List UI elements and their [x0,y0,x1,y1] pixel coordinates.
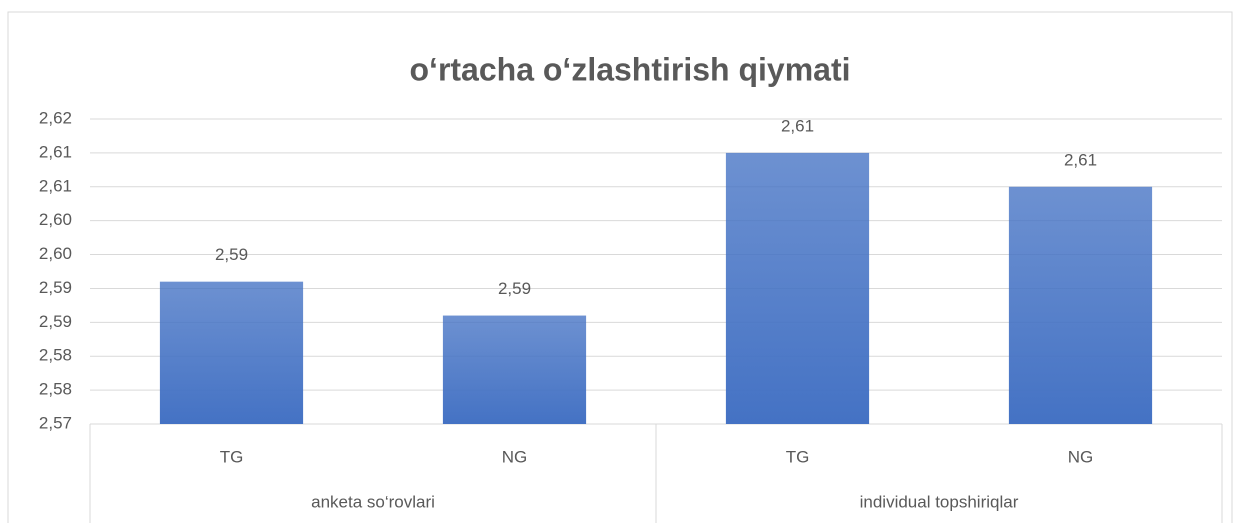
x-tick-label: TG [786,447,810,466]
x-tick-label: NG [502,447,528,466]
y-tick-label: 2,61 [39,142,72,161]
y-tick-label: 2,58 [39,346,72,365]
data-label: 2,59 [498,279,531,298]
group-label: individual topshiriqlar [860,492,1019,511]
y-tick-label: 2,60 [39,210,72,229]
y-tick-label: 2,58 [39,380,72,399]
bar [442,315,587,424]
data-label: 2,61 [781,116,814,135]
chart-title: o‘rtacha o‘zlashtirish qiymati [410,51,851,87]
bar [725,152,870,424]
bar [159,281,304,424]
data-label: 2,59 [215,245,248,264]
group-label: anketa so‘rovlari [311,492,435,511]
y-tick-label: 2,59 [39,278,72,297]
data-label: 2,61 [1064,150,1097,169]
y-tick-label: 2,61 [39,176,72,195]
y-tick-label: 2,62 [39,108,72,127]
bar [1008,186,1153,424]
x-tick-label: NG [1068,447,1094,466]
y-tick-label: 2,59 [39,312,72,331]
y-tick-label: 2,60 [39,244,72,263]
x-tick-label: TG [220,447,244,466]
y-tick-label: 2,57 [39,413,72,432]
